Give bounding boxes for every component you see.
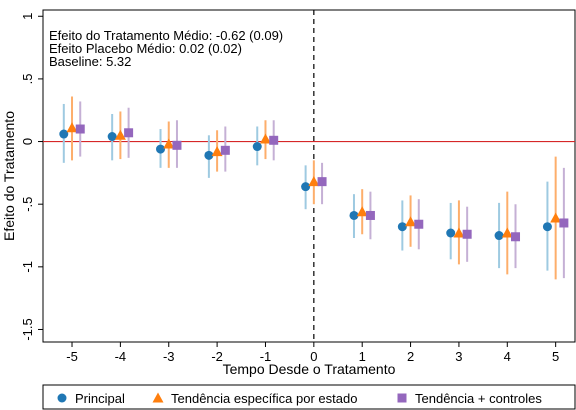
x-tick-label: -2 (211, 349, 223, 364)
data-point (550, 212, 562, 223)
x-axis: -5 -4 -3 -2 -1 0 1 2 3 4 5 (66, 342, 559, 364)
series-circle (59, 103, 552, 271)
legend-items: Principal Tendência específica por estado… (57, 391, 542, 406)
data-point (365, 210, 375, 220)
annotation-placebo-effect: Efeito Placebo Médio: 0.02 (0.02) (49, 41, 242, 56)
x-tick-label: -4 (115, 349, 127, 364)
x-tick-label: 5 (552, 349, 559, 364)
x-tick-label: -3 (163, 349, 175, 364)
x-tick-label: 3 (455, 349, 462, 364)
data-point (301, 182, 311, 192)
legend-label: Principal (75, 391, 125, 406)
y-tick-label: 0 (20, 138, 35, 145)
plot-marks (59, 96, 569, 280)
legend-label: Tendência específica por estado (171, 391, 357, 406)
series-triangle (66, 96, 562, 280)
x-tick-label: -1 (260, 349, 272, 364)
data-point (356, 206, 368, 217)
data-point (349, 210, 359, 220)
data-point (124, 128, 134, 138)
data-point (414, 219, 424, 229)
data-point (59, 129, 69, 139)
data-point (220, 145, 230, 155)
data-point (156, 144, 166, 154)
y-tick-label: -.5 (20, 197, 35, 212)
legend-label: Tendência + controles (415, 391, 542, 406)
data-point (163, 138, 175, 149)
data-point (317, 177, 327, 187)
x-tick-label: 4 (504, 349, 511, 364)
data-point (114, 129, 126, 140)
legend-marker (57, 393, 67, 403)
data-point (462, 229, 472, 239)
data-point (511, 232, 521, 242)
data-point (259, 133, 271, 144)
data-point (397, 222, 407, 232)
data-point (211, 146, 223, 157)
data-point (66, 122, 78, 133)
plot-frame (42, 9, 576, 343)
data-point (494, 231, 504, 241)
legend (42, 384, 576, 410)
data-point (405, 216, 417, 227)
data-point (542, 222, 552, 232)
annotation-treatment-effect: Efeito do Tratamento Médio: -0.62 (0.09) (49, 28, 283, 43)
data-point (107, 132, 117, 142)
y-tick-label: 1 (20, 13, 35, 20)
y-axis: -1.5 -1 -.5 0 .5 1 (20, 13, 43, 341)
data-point (172, 140, 182, 150)
data-point (308, 176, 320, 187)
x-tick-label: 0 (310, 349, 317, 364)
data-point (453, 227, 465, 238)
x-tick-label: 2 (407, 349, 414, 364)
data-point (269, 135, 279, 145)
data-point (559, 218, 569, 228)
data-point (501, 227, 513, 238)
y-tick-label: -1.5 (20, 318, 35, 340)
data-point (252, 142, 262, 152)
y-axis-title: Efeito do Tratamento (1, 111, 17, 241)
x-axis-title: Tempo Desde o Tratamento (223, 361, 396, 377)
data-point (75, 124, 85, 134)
legend-marker (152, 392, 164, 403)
data-point (204, 150, 214, 160)
legend-marker (397, 393, 407, 403)
series-square (75, 101, 569, 279)
x-tick-label: -5 (66, 349, 78, 364)
annotation-baseline: Baseline: 5.32 (49, 54, 131, 69)
y-tick-label: -1 (20, 261, 35, 273)
y-tick-label: .5 (20, 73, 35, 84)
data-point (446, 228, 456, 238)
x-tick-label: 1 (359, 349, 366, 364)
